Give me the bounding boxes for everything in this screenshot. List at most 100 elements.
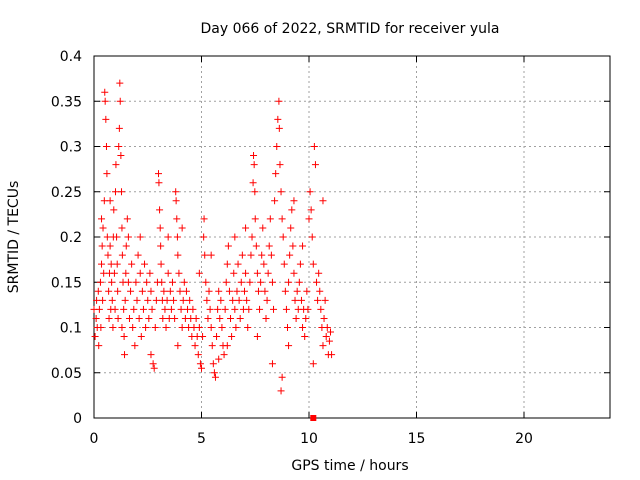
- chart-title: Day 066 of 2022, SRMTID for receiver yul…: [200, 21, 499, 37]
- data-point: [199, 333, 207, 341]
- data-point: [164, 233, 172, 241]
- data-point: [242, 224, 250, 232]
- data-point: [259, 224, 267, 232]
- data-point: [246, 278, 254, 286]
- data-point: [290, 197, 298, 205]
- data-point: [215, 355, 223, 363]
- data-point: [325, 337, 333, 345]
- data-point: [252, 242, 260, 250]
- data-point: [244, 324, 252, 331]
- data-point: [310, 143, 318, 150]
- data-point: [122, 242, 130, 250]
- data-point: [205, 287, 213, 295]
- data-point: [195, 324, 203, 331]
- data-point: [287, 224, 295, 232]
- data-point: [96, 278, 104, 286]
- data-point: [113, 233, 121, 241]
- data-point: [164, 269, 172, 277]
- data-point: [132, 278, 140, 286]
- data-point: [313, 278, 321, 286]
- data-point: [319, 342, 327, 350]
- data-point: [292, 314, 300, 322]
- x-tick-label: 20: [515, 431, 533, 447]
- data-point: [160, 287, 168, 295]
- data-point: [172, 188, 180, 196]
- data-point: [206, 305, 214, 313]
- data-point: [98, 260, 106, 268]
- data-point: [131, 342, 139, 350]
- data-point: [238, 251, 246, 259]
- data-point: [120, 333, 128, 341]
- data-point: [161, 305, 169, 313]
- data-point: [189, 305, 197, 313]
- data-point: [248, 233, 256, 241]
- x-axis-label: GPS time / hours: [291, 458, 408, 474]
- data-point: [91, 333, 99, 341]
- data-point: [204, 314, 212, 322]
- data-point: [141, 260, 149, 268]
- data-point: [327, 328, 334, 336]
- data-point: [106, 197, 114, 205]
- data-point: [262, 314, 270, 322]
- data-point: [195, 269, 203, 277]
- data-point: [137, 333, 145, 341]
- data-point: [256, 305, 264, 313]
- data-point: [166, 287, 174, 295]
- data-point: [174, 251, 182, 259]
- data-point: [285, 278, 293, 286]
- data-point: [173, 215, 181, 223]
- data-point: [296, 260, 304, 268]
- data-point: [309, 360, 317, 368]
- data-point: [225, 287, 233, 295]
- data-point: [129, 324, 137, 331]
- data-point: [167, 305, 175, 313]
- axis-ticks: 0 5 10 15 20 0 0.05 0.1 0.15 0.2 0.25 0.3 0.35 0.4: [51, 49, 610, 447]
- data-point: [285, 342, 293, 350]
- x-tick-label: 15: [408, 431, 426, 447]
- data-point: [157, 242, 165, 250]
- data-point: [110, 269, 118, 277]
- data-point: [98, 242, 106, 250]
- data-point: [123, 215, 131, 223]
- data-point: [211, 373, 219, 381]
- data-point: [179, 296, 187, 304]
- data-point: [268, 278, 276, 286]
- data-point: [236, 314, 244, 322]
- data-point: [117, 152, 125, 160]
- data-point: [156, 224, 164, 232]
- data-point: [118, 324, 126, 331]
- data-point: [223, 342, 231, 350]
- data-point: [268, 360, 276, 368]
- data-point: [176, 287, 184, 295]
- data-point: [133, 296, 141, 304]
- data-point: [245, 305, 253, 313]
- data-point: [94, 287, 102, 295]
- data-point: [148, 305, 156, 313]
- data-point: [242, 269, 250, 277]
- data-point: [215, 287, 223, 295]
- data-point: [121, 296, 129, 304]
- data-point: [130, 305, 138, 313]
- data-point: [276, 161, 284, 169]
- data-point: [277, 188, 285, 196]
- data-point: [299, 242, 307, 250]
- data-point: [121, 351, 129, 359]
- data-point: [98, 215, 106, 223]
- data-point: [261, 287, 269, 295]
- data-point: [275, 97, 283, 105]
- data-point: [168, 278, 176, 286]
- data-point: [173, 233, 181, 241]
- data-point: [99, 296, 107, 304]
- data-point: [150, 364, 158, 372]
- data-point: [277, 387, 285, 395]
- data-point: [220, 351, 228, 359]
- data-point: [172, 197, 180, 205]
- y-tick-label: 0.25: [51, 185, 82, 201]
- data-point: [218, 324, 226, 331]
- data-point: [102, 115, 110, 123]
- data-point: [120, 305, 128, 313]
- data-point: [223, 260, 231, 268]
- data-point: [291, 296, 299, 304]
- data-point: [288, 206, 296, 214]
